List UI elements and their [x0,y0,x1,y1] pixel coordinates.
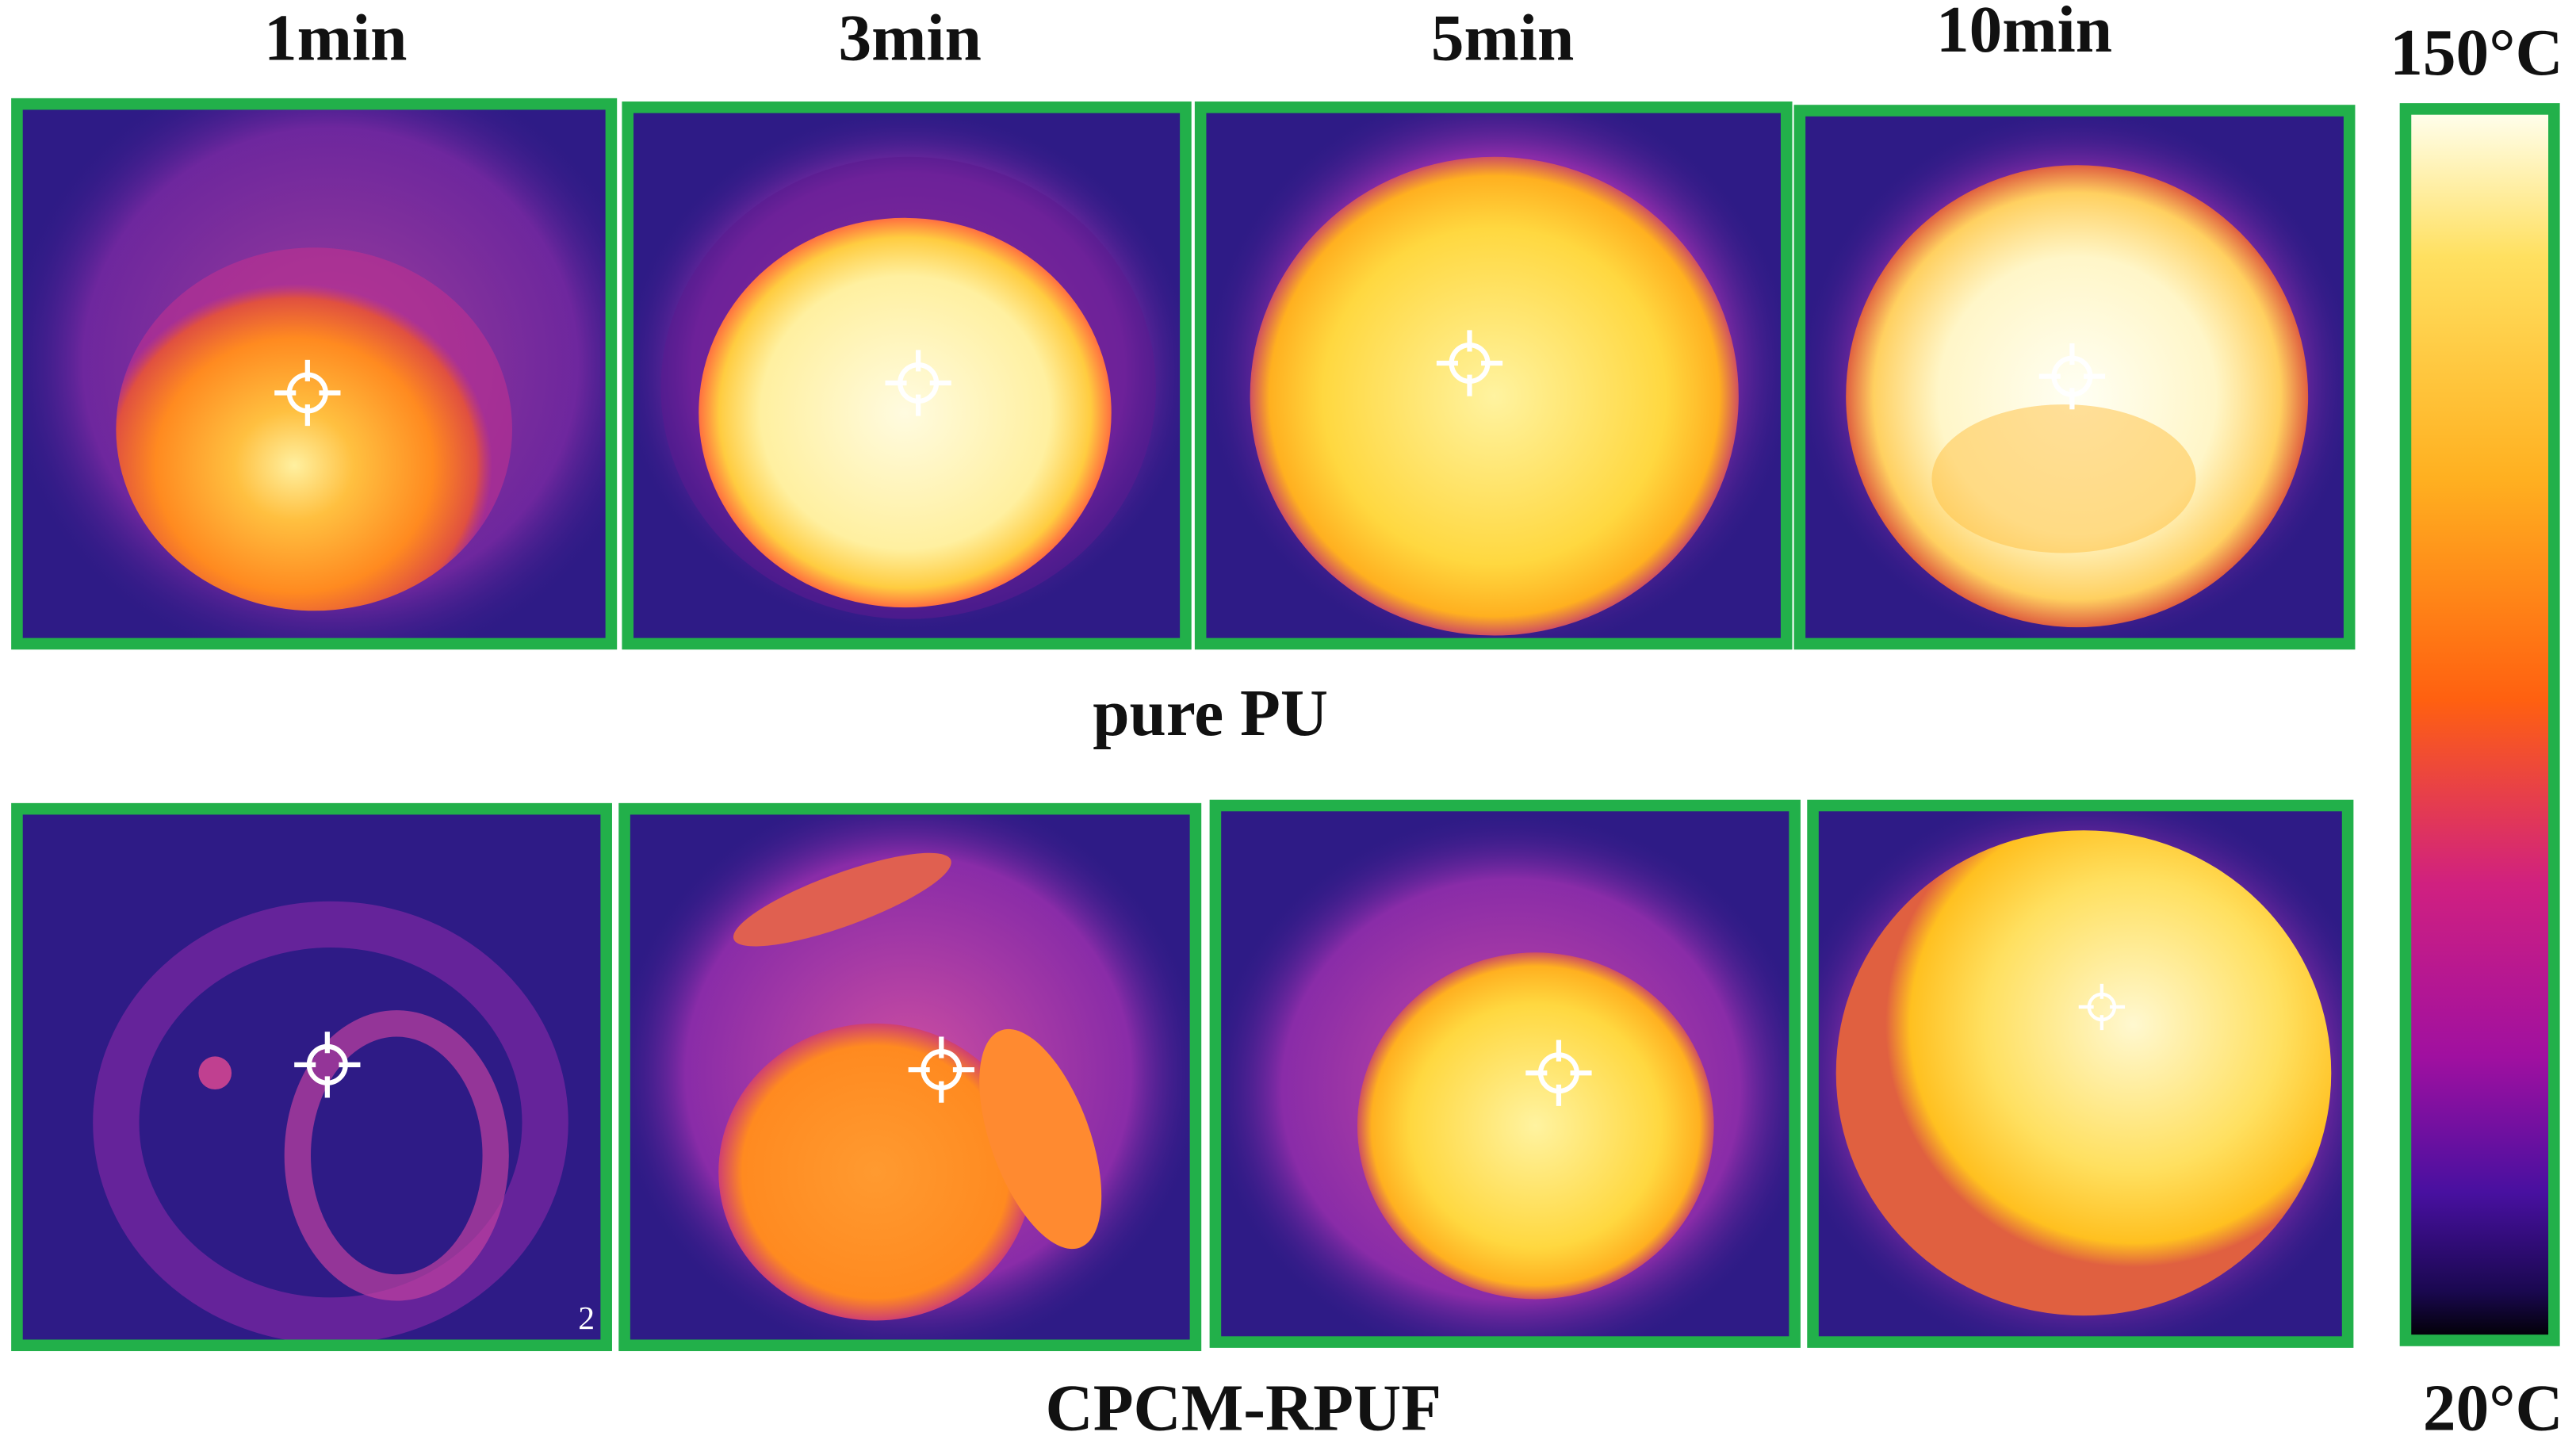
image-frame [618,802,1202,1352]
row-label: CPCM-RPUF [1046,1372,1441,1445]
thermal-image: 2 [17,809,607,1346]
thermal-image [627,107,1186,644]
column-label: 1min [264,2,407,75]
colorbar-min: 20°C [2423,1372,2563,1445]
thermal-image [624,809,1196,1346]
colorbar-max: 150°C [2390,17,2563,90]
image-frame [622,101,1192,650]
image-frame [1807,799,2354,1348]
image-frame [1194,101,1793,650]
row-label: pure PU [1093,677,1328,750]
corner-mark: 2 [578,1300,595,1337]
thermal-image [1215,805,1795,1342]
image-frame [1209,799,1801,1348]
thermal-image [17,104,611,644]
colorbar [2399,103,2560,1346]
column-label: 3min [839,2,982,75]
column-label: 5min [1431,2,1574,75]
image-frame [1793,105,2356,650]
column-label: 10min [1936,0,2112,67]
image-frame [11,98,618,650]
image-frame [11,802,612,1352]
thermal-image [1200,107,1787,644]
thermal-image [1812,805,2348,1342]
thermal-image [1799,110,2350,644]
